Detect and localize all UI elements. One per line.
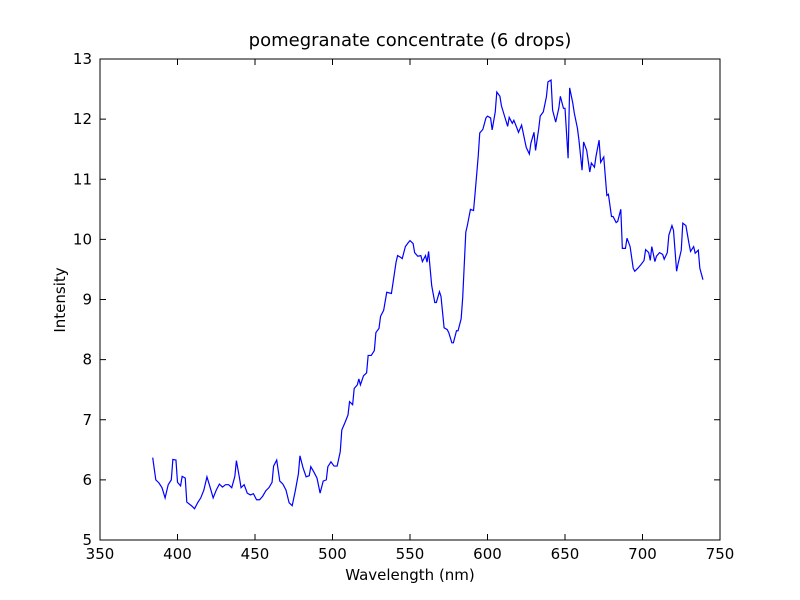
x-tick-label: 550 bbox=[396, 545, 425, 563]
x-tick-label: 700 bbox=[628, 545, 657, 563]
chart-title: pomegranate concentrate (6 drops) bbox=[249, 30, 572, 51]
plot-area: 350 400 450 500 550 600 650 700 750 5 6 7 8 9 10 11 12 13 bbox=[73, 50, 734, 563]
plot-frame bbox=[99, 58, 721, 541]
x-tick-label: 650 bbox=[551, 545, 580, 563]
x-axis-label: Wavelength (nm) bbox=[345, 566, 475, 584]
y-tick-label: 6 bbox=[82, 471, 92, 489]
x-tick-label: 450 bbox=[241, 545, 270, 563]
y-tick-label: 5 bbox=[82, 531, 92, 549]
y-tick-label: 8 bbox=[82, 351, 92, 369]
x-tick-label: 500 bbox=[318, 545, 347, 563]
y-tick-label: 11 bbox=[73, 170, 92, 188]
x-tick-label: 750 bbox=[706, 545, 735, 563]
x-tick-label: 350 bbox=[86, 545, 115, 563]
y-tick-label: 7 bbox=[82, 411, 92, 429]
y-tick-label: 12 bbox=[73, 110, 92, 128]
y-tick-label: 13 bbox=[73, 50, 92, 68]
x-tick-label: 400 bbox=[163, 545, 192, 563]
data-line bbox=[152, 79, 704, 510]
y-tick-label: 10 bbox=[73, 230, 92, 248]
x-tick-label: 600 bbox=[473, 545, 502, 563]
y-tick-label: 9 bbox=[82, 291, 92, 309]
y-axis-label: Intensity bbox=[51, 267, 69, 332]
